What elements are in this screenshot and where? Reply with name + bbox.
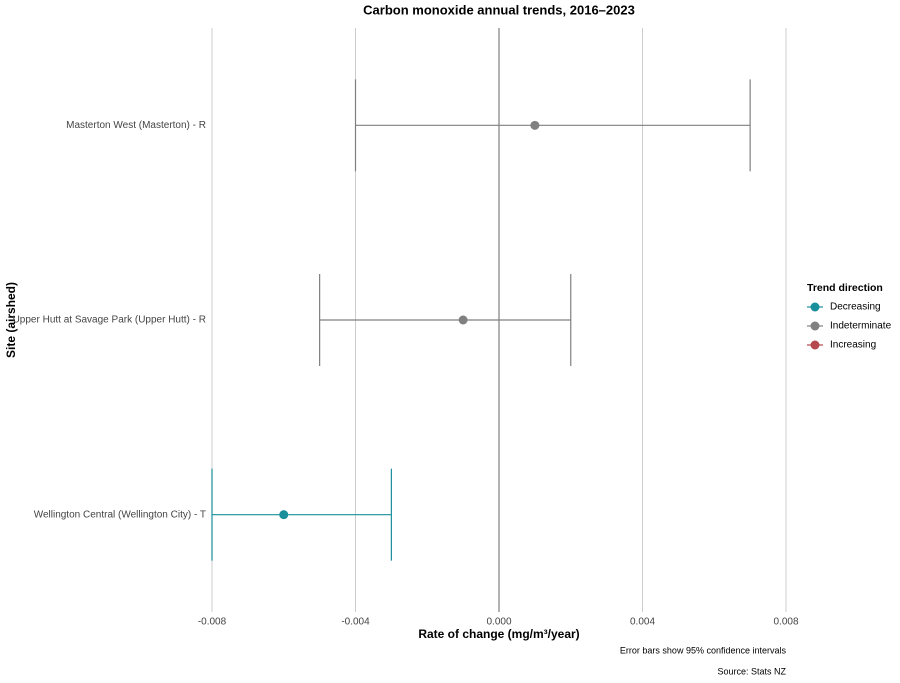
y-tick-label: Upper Hutt at Savage Park (Upper Hutt) -…	[13, 315, 206, 326]
note: Source: Stats NZ	[717, 666, 786, 676]
x-tick-label: -0.008	[198, 617, 227, 628]
y-tick-label: Wellington Central (Wellington City) - T	[34, 509, 206, 520]
legend-key	[810, 302, 820, 312]
x-axis-label: Rate of change (mg/m³/year)	[418, 627, 579, 641]
legend-title: Trend direction	[807, 282, 883, 294]
x-tick-label: -0.004	[341, 617, 370, 628]
x-tick-label: 0.000	[486, 617, 511, 628]
note: Error bars show 95% confidence intervals	[620, 645, 787, 655]
point	[530, 120, 540, 130]
legend-label: Indeterminate	[830, 321, 892, 332]
legend-key	[810, 340, 820, 350]
legend-label: Increasing	[830, 340, 876, 351]
point	[279, 510, 289, 520]
point	[458, 315, 468, 325]
x-tick-label: 0.004	[630, 617, 655, 628]
y-axis-label: Site (airshed)	[4, 282, 18, 358]
chart-title: Carbon monoxide annual trends, 2016–2023	[363, 2, 635, 17]
legend-label: Decreasing	[830, 302, 881, 313]
x-tick-label: 0.008	[773, 617, 798, 628]
y-tick-label: Masterton West (Masterton) - R	[66, 120, 206, 131]
legend-key	[810, 321, 820, 331]
